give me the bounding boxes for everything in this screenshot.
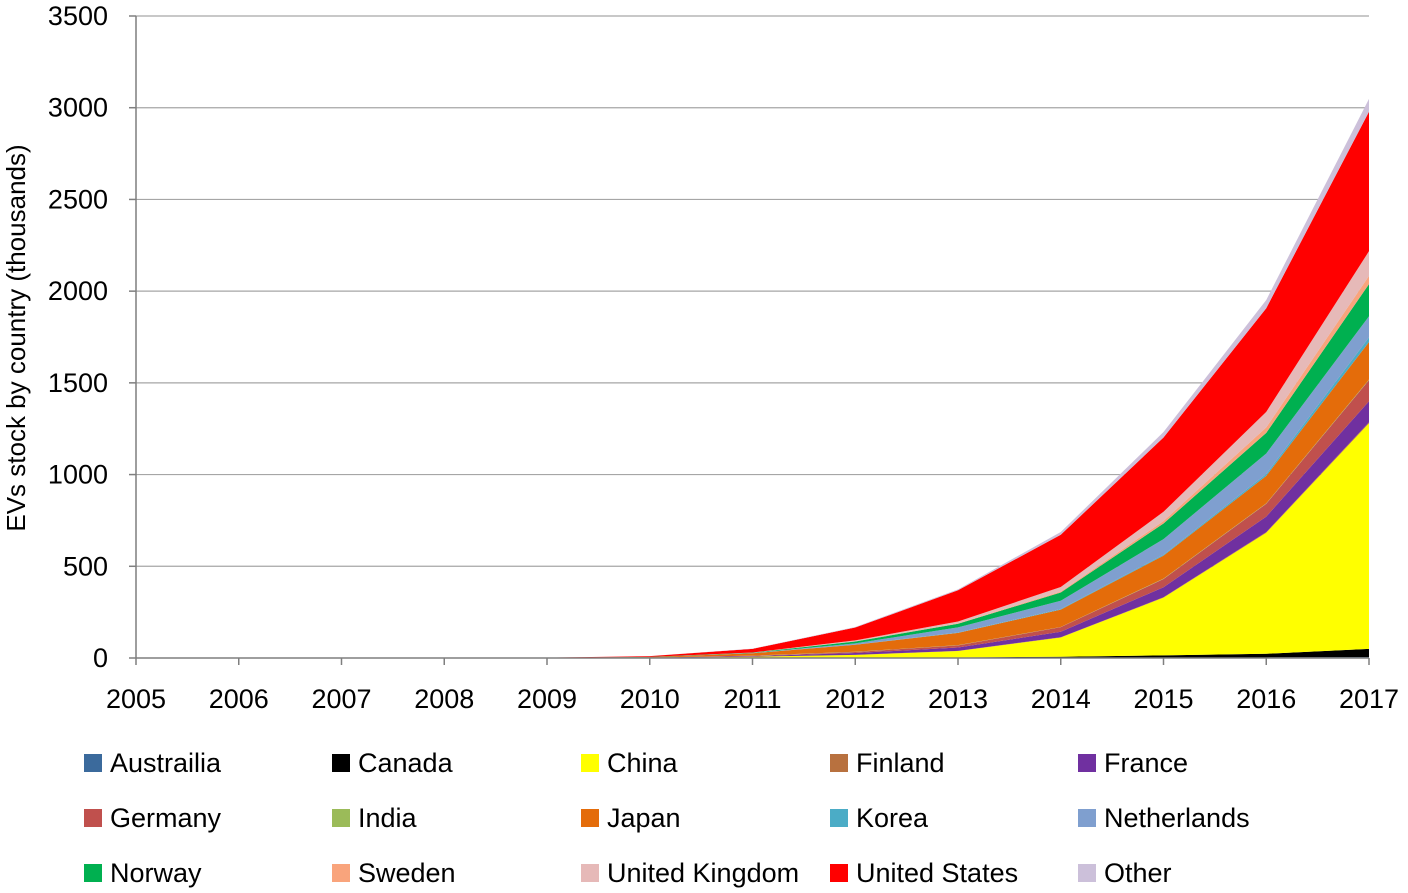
- legend-label: Norway: [110, 857, 202, 888]
- legend-label: France: [1104, 747, 1189, 778]
- legend-item: France: [1078, 743, 1188, 783]
- legend-swatch: [332, 809, 350, 827]
- legend-swatch: [1078, 864, 1096, 882]
- legend-item: Germany: [84, 798, 221, 838]
- legend-label: India: [358, 802, 417, 833]
- legend-swatch: [1078, 809, 1096, 827]
- y-tick-label: 2000: [48, 276, 108, 306]
- legend-label: Japan: [607, 802, 681, 833]
- y-tick-label: 2500: [48, 184, 108, 214]
- x-tick-label: 2008: [414, 684, 474, 714]
- legend-swatch: [830, 754, 848, 772]
- legend-item: Finland: [830, 743, 945, 783]
- legend-item: Norway: [84, 853, 202, 893]
- legend-label: Canada: [358, 747, 453, 778]
- legend-item: Japan: [581, 798, 681, 838]
- legend-swatch: [84, 754, 102, 772]
- x-tick-label: 2011: [723, 684, 781, 714]
- legend-label: China: [607, 747, 678, 778]
- x-tick-label: 2006: [209, 684, 269, 714]
- legend-swatch: [830, 809, 848, 827]
- y-tick-labels: 0 500 1000 1500 2000 2500 3000 3500: [48, 1, 108, 673]
- legend-label: Austrailia: [110, 747, 222, 778]
- legend-swatch: [84, 809, 102, 827]
- x-tick-label: 2005: [106, 684, 166, 714]
- legend-label: Finland: [856, 747, 945, 778]
- legend-item: Other: [1078, 853, 1172, 893]
- legend-swatch: [581, 754, 599, 772]
- legend-label: Other: [1104, 857, 1172, 888]
- x-tick-label: 2016: [1236, 684, 1296, 714]
- x-tick-label: 2015: [1133, 684, 1193, 714]
- x-tick-label: 2009: [517, 684, 577, 714]
- y-tick-label: 3500: [48, 1, 108, 31]
- legend-swatch: [581, 809, 599, 827]
- y-tick-label: 500: [63, 551, 108, 581]
- area-china: [136, 423, 1369, 658]
- x-tick-label: 2010: [620, 684, 680, 714]
- legend-swatch: [332, 754, 350, 772]
- x-tick-label: 2012: [825, 684, 885, 714]
- y-tick-label: 1500: [48, 368, 108, 398]
- legend-item: Canada: [332, 743, 453, 783]
- legend-swatch: [581, 864, 599, 882]
- legend-label: United States: [856, 857, 1019, 888]
- y-tick-label: 1000: [48, 460, 108, 490]
- y-tick-label: 0: [93, 643, 108, 673]
- y-tick-label: 3000: [48, 93, 108, 123]
- legend-item: Sweden: [332, 853, 456, 893]
- legend-label: Korea: [856, 802, 929, 833]
- legend-item: China: [581, 743, 678, 783]
- y-axis-title: EVs stock by country (thousands): [1, 144, 31, 531]
- legend-item: Austrailia: [84, 743, 221, 783]
- legend-label: Germany: [110, 802, 222, 833]
- legend-swatch: [84, 864, 102, 882]
- legend-item: United Kingdom: [581, 853, 799, 893]
- legend: Austrailia Canada China Finland France German…: [84, 743, 1404, 888]
- series-areas: [136, 98, 1369, 658]
- legend-item: Netherlands: [1078, 798, 1250, 838]
- legend-item: India: [332, 798, 417, 838]
- axes: [129, 15, 1370, 665]
- legend-item: Korea: [830, 798, 928, 838]
- x-tick-labels: 2005 2006 2007 2008 2009 2010 2011 2012 2013 2014…: [106, 684, 1399, 714]
- area-canada: [136, 648, 1369, 658]
- legend-label: Sweden: [358, 857, 456, 888]
- legend-swatch: [1078, 754, 1096, 772]
- legend-item: United States: [830, 853, 1018, 893]
- legend-swatch: [332, 864, 350, 882]
- x-tick-label: 2007: [311, 684, 371, 714]
- legend-label: United Kingdom: [607, 857, 800, 888]
- legend-label: Netherlands: [1104, 802, 1250, 833]
- legend-swatch: [830, 864, 848, 882]
- x-tick-label: 2013: [928, 684, 988, 714]
- x-tick-label: 2017: [1339, 684, 1399, 714]
- x-tick-label: 2014: [1031, 684, 1091, 714]
- gridlines: [136, 15, 1369, 567]
